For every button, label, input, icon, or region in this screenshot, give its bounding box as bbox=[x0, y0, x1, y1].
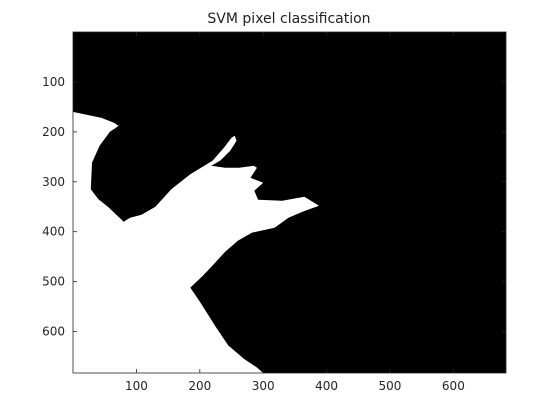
y-tick-label: 100 bbox=[42, 75, 65, 89]
x-tick-label: 300 bbox=[252, 379, 275, 393]
x-tick-label: 400 bbox=[315, 379, 338, 393]
y-tick-label: 600 bbox=[42, 325, 65, 339]
y-tick-label: 200 bbox=[42, 125, 65, 139]
x-tick-label: 500 bbox=[379, 379, 402, 393]
y-tick-label: 400 bbox=[42, 225, 65, 239]
chart-title: SVM pixel classification bbox=[207, 11, 370, 27]
y-axis: 100 200 300 400 500 600 bbox=[42, 75, 506, 339]
x-axis: 100 200 300 400 500 600 bbox=[125, 32, 465, 393]
x-tick-label: 600 bbox=[442, 379, 465, 393]
class-1-region bbox=[73, 111, 319, 373]
plot-area bbox=[73, 32, 506, 373]
x-tick-label: 200 bbox=[188, 379, 211, 393]
y-tick-label: 500 bbox=[42, 275, 65, 289]
x-tick-label: 100 bbox=[125, 379, 148, 393]
y-tick-label: 300 bbox=[42, 175, 65, 189]
axes-frame bbox=[72, 31, 507, 374]
